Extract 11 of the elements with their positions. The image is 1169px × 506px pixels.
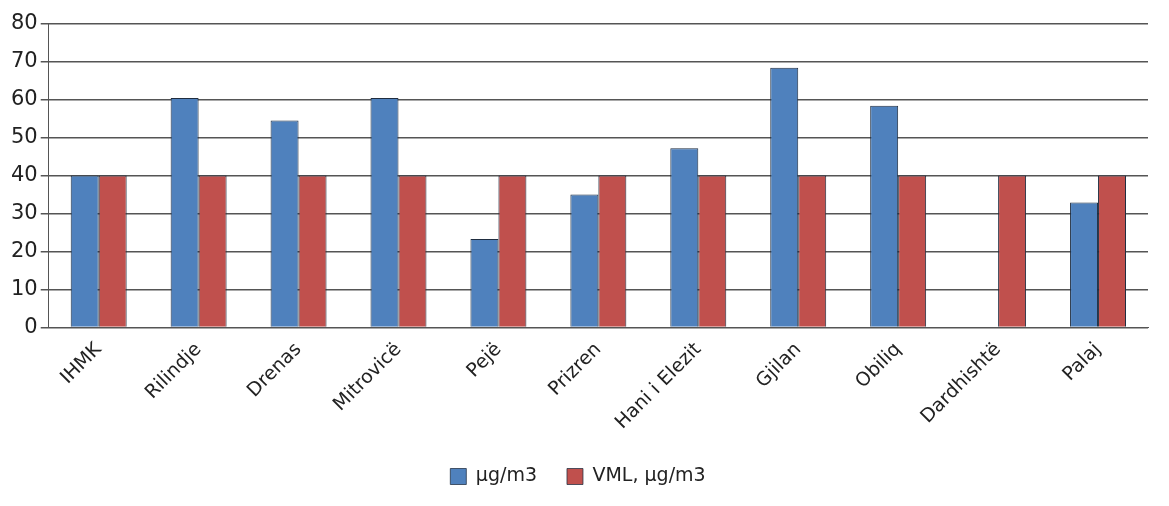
y-tick-label: 0 <box>24 313 38 338</box>
y-tick-label: 10 <box>10 275 38 300</box>
y-tick-label: 40 <box>10 161 38 186</box>
y-tick-label: 50 <box>10 124 38 149</box>
y-tick-label: 30 <box>10 199 38 224</box>
y-tick-label: 20 <box>10 237 38 262</box>
y-tick-label: 80 <box>10 10 38 35</box>
y-tick-label: 70 <box>10 48 38 73</box>
y-tick-label: 60 <box>10 86 38 111</box>
legend-label: VML, µg/m3 <box>592 463 706 486</box>
legend-label: µg/m3 <box>475 463 537 486</box>
